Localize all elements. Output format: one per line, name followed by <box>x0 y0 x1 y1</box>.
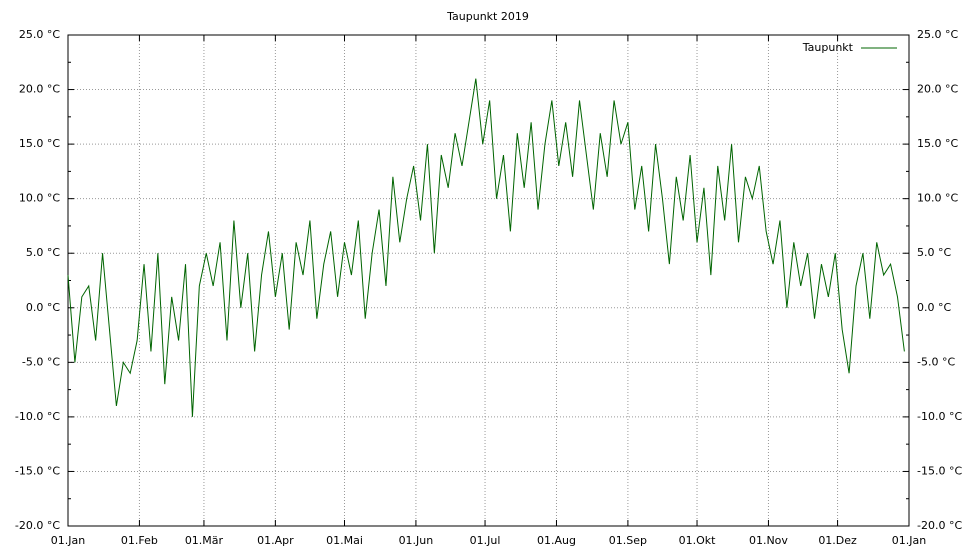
y-tick-label: -5.0 °C <box>22 355 60 368</box>
y-tick-label: -15.0 °C <box>15 464 60 477</box>
x-tick-label: 01.Sep <box>609 534 647 547</box>
x-tick-label: 01.Mai <box>326 534 363 547</box>
y-tick-label: 20.0 °C <box>19 83 60 96</box>
y-tick-label: 10.0 °C <box>19 192 60 205</box>
y-tick-label: 0.0 °C <box>26 301 60 314</box>
x-tick-label: 01.Nov <box>749 534 788 547</box>
y2-tick-label: -15.0 °C <box>917 464 962 477</box>
y-tick-label: -10.0 °C <box>15 410 60 423</box>
y2-tick-label: -10.0 °C <box>917 410 962 423</box>
x-tick-label: 01.Mär <box>185 534 224 547</box>
x-tick-label: 01.Jan <box>51 534 85 547</box>
x-tick-label: 01.Dez <box>818 534 857 547</box>
x-tick-label: 01.Feb <box>121 534 158 547</box>
y2-tick-label: 25.0 °C <box>917 28 958 41</box>
x-tick-label: 01.Jun <box>399 534 434 547</box>
x-tick-label: 01.Okt <box>679 534 717 547</box>
y-tick-label: 25.0 °C <box>19 28 60 41</box>
legend-label: Taupunkt <box>802 41 854 54</box>
y2-tick-label: 20.0 °C <box>917 83 958 96</box>
y-tick-label: 15.0 °C <box>19 137 60 150</box>
y2-tick-label: 10.0 °C <box>917 192 958 205</box>
x-tick-label: 01.Aug <box>537 534 576 547</box>
x-tick-label: 01.Apr <box>257 534 294 547</box>
y2-tick-label: 5.0 °C <box>917 246 951 259</box>
y2-tick-label: 0.0 °C <box>917 301 951 314</box>
y2-tick-label: -5.0 °C <box>917 355 955 368</box>
chart-title: Taupunkt 2019 <box>446 10 529 23</box>
y2-tick-label: 15.0 °C <box>917 137 958 150</box>
y2-tick-label: -20.0 °C <box>917 519 962 532</box>
y-tick-label: 5.0 °C <box>26 246 60 259</box>
x-tick-label: 01.Jan <box>892 534 926 547</box>
data-line <box>67 78 905 417</box>
x-tick-label: 01.Jul <box>470 534 501 547</box>
y-tick-label: -20.0 °C <box>15 519 60 532</box>
